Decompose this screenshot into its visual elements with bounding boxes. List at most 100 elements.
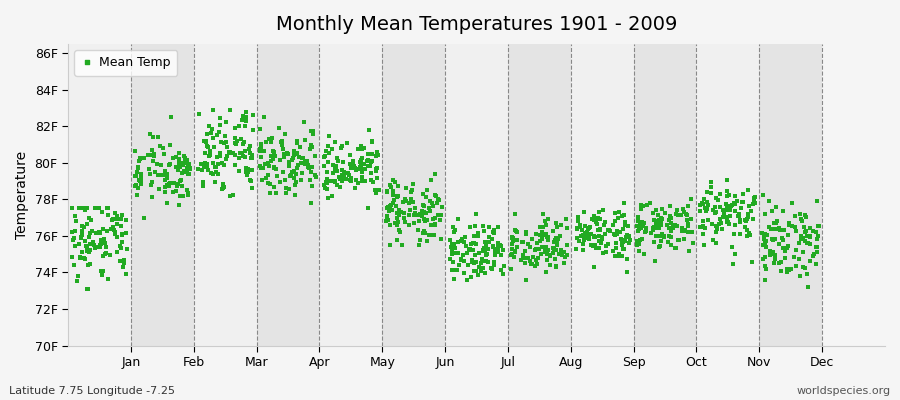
Point bbox=[801, 284, 815, 290]
Point bbox=[355, 178, 369, 184]
Point bbox=[803, 233, 817, 239]
Point bbox=[219, 139, 233, 145]
Point bbox=[601, 240, 616, 247]
Point bbox=[391, 219, 405, 225]
Point bbox=[525, 235, 539, 242]
Point bbox=[631, 228, 645, 235]
Point bbox=[590, 219, 604, 225]
Point bbox=[158, 184, 173, 190]
Point bbox=[266, 135, 280, 141]
Point bbox=[763, 252, 778, 258]
Point bbox=[622, 240, 636, 246]
Point bbox=[71, 272, 86, 279]
Point bbox=[669, 211, 683, 218]
Point bbox=[355, 155, 369, 162]
Point bbox=[321, 133, 336, 140]
Point bbox=[208, 179, 222, 186]
Point bbox=[698, 204, 712, 211]
Point bbox=[516, 254, 530, 261]
Point bbox=[663, 226, 678, 232]
Point bbox=[115, 232, 130, 238]
Point bbox=[448, 244, 463, 251]
Point bbox=[132, 178, 147, 184]
Point bbox=[469, 267, 483, 274]
Point bbox=[508, 227, 522, 233]
Point bbox=[663, 203, 678, 209]
Point bbox=[798, 265, 813, 271]
Point bbox=[533, 238, 547, 244]
Point bbox=[356, 166, 370, 172]
Point bbox=[583, 224, 598, 230]
Point bbox=[634, 223, 648, 229]
Point bbox=[788, 247, 803, 254]
Point bbox=[758, 240, 772, 246]
Point bbox=[710, 226, 724, 232]
Point bbox=[347, 185, 362, 191]
Point bbox=[716, 226, 730, 232]
Point bbox=[543, 252, 557, 259]
Point bbox=[449, 250, 464, 256]
Point bbox=[92, 205, 106, 212]
Point bbox=[778, 227, 792, 234]
Point bbox=[395, 242, 410, 248]
Point bbox=[662, 225, 677, 232]
Point bbox=[472, 271, 486, 278]
Point bbox=[652, 244, 666, 250]
Point bbox=[285, 169, 300, 175]
Point bbox=[201, 164, 215, 170]
Point bbox=[488, 246, 502, 252]
Point bbox=[554, 222, 569, 228]
Point bbox=[143, 130, 157, 137]
Point bbox=[638, 229, 652, 235]
Point bbox=[661, 222, 675, 228]
Point bbox=[69, 218, 84, 224]
Point bbox=[172, 150, 186, 156]
Point bbox=[727, 200, 742, 206]
Point bbox=[355, 169, 369, 176]
Point bbox=[253, 163, 267, 169]
Point bbox=[486, 243, 500, 250]
Point bbox=[475, 247, 490, 253]
Point bbox=[799, 233, 814, 240]
Point bbox=[579, 231, 593, 238]
Point bbox=[523, 258, 537, 265]
Point bbox=[615, 242, 629, 248]
Point bbox=[105, 224, 120, 230]
Point bbox=[344, 178, 358, 184]
Point bbox=[390, 194, 404, 200]
Point bbox=[547, 239, 562, 245]
Point bbox=[274, 142, 289, 148]
Point bbox=[451, 216, 465, 222]
Point bbox=[203, 152, 218, 158]
Point bbox=[796, 218, 810, 225]
Point bbox=[115, 230, 130, 237]
Point bbox=[412, 242, 427, 248]
Point bbox=[277, 131, 292, 138]
Point bbox=[294, 170, 309, 176]
Bar bbox=[320, 44, 382, 346]
Point bbox=[720, 177, 734, 183]
Point bbox=[246, 167, 260, 174]
Point bbox=[696, 200, 710, 206]
Point bbox=[176, 168, 191, 174]
Point bbox=[258, 174, 273, 181]
Point bbox=[773, 226, 788, 233]
Point bbox=[234, 116, 248, 123]
Point bbox=[458, 233, 473, 240]
Point bbox=[620, 255, 634, 262]
Point bbox=[218, 133, 232, 139]
Point bbox=[699, 206, 714, 212]
Point bbox=[447, 276, 462, 283]
Point bbox=[587, 264, 601, 270]
Point bbox=[365, 138, 380, 145]
Point bbox=[675, 228, 689, 234]
Point bbox=[455, 252, 470, 258]
Point bbox=[746, 200, 760, 207]
Point bbox=[674, 212, 688, 218]
Point bbox=[392, 212, 406, 218]
Point bbox=[284, 156, 299, 163]
Point bbox=[289, 179, 303, 186]
Point bbox=[504, 252, 518, 258]
Point bbox=[273, 179, 287, 186]
Point bbox=[209, 164, 223, 170]
